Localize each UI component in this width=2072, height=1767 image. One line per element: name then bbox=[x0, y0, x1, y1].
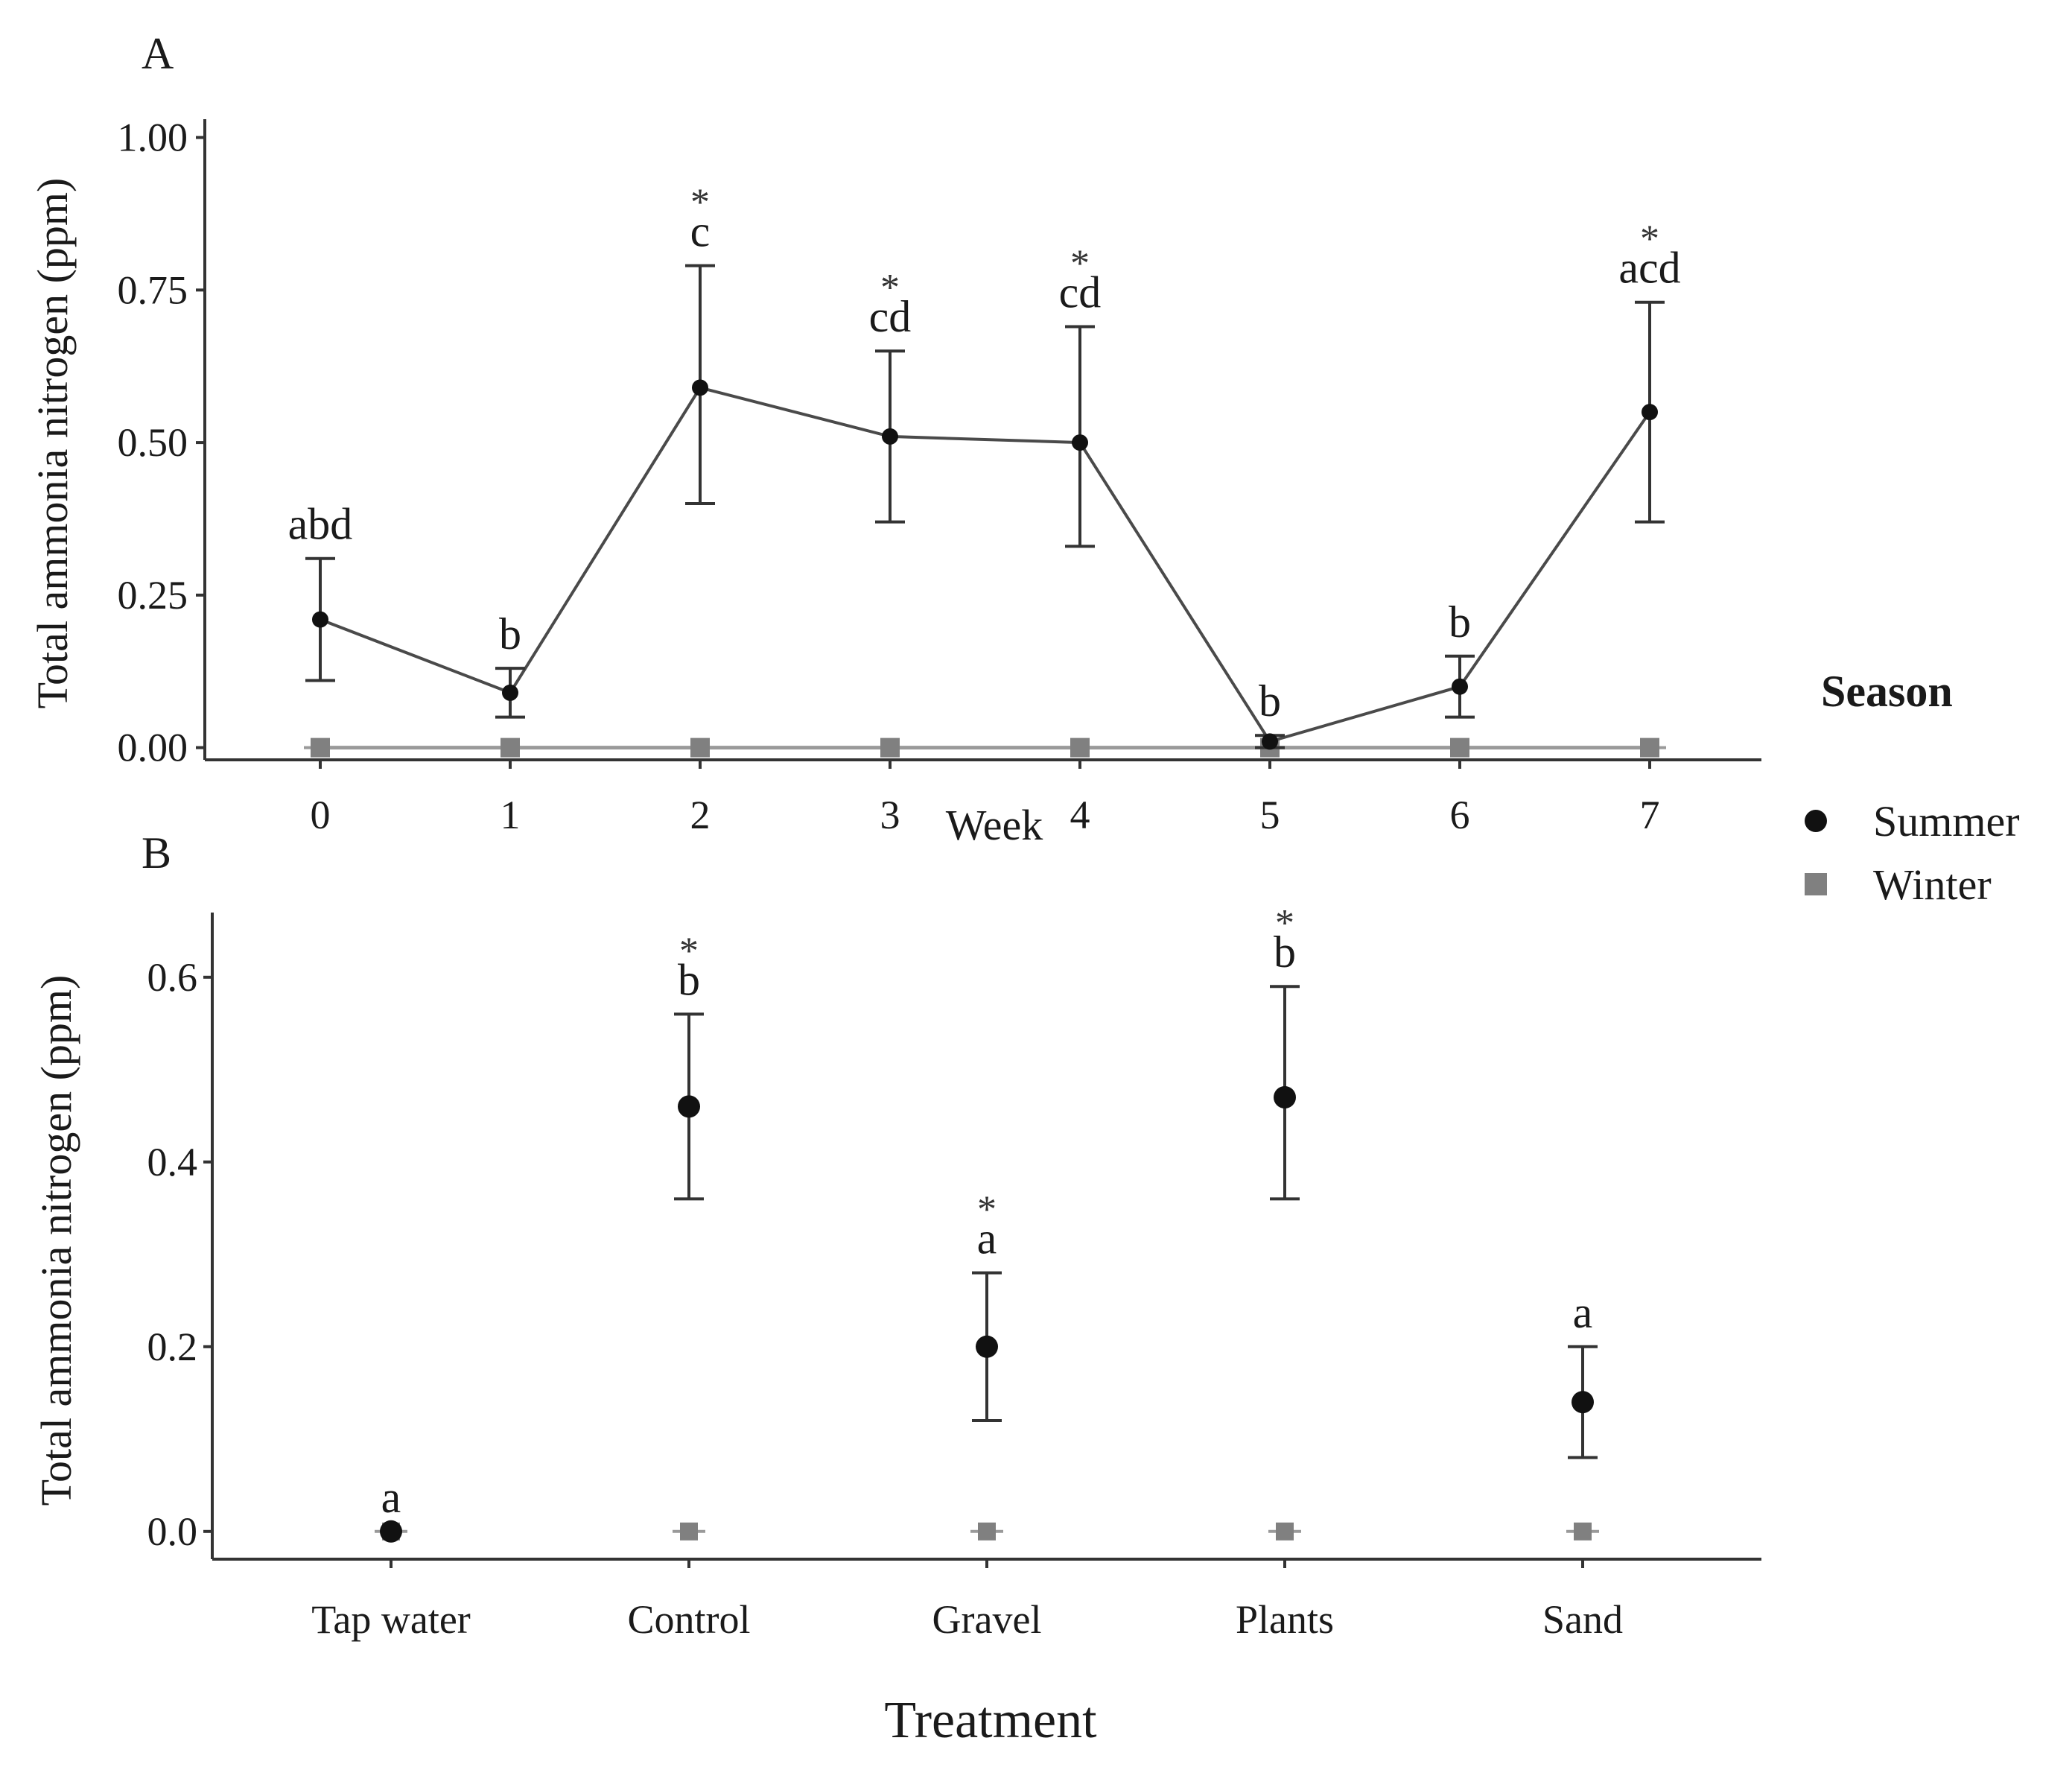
summer-point bbox=[1642, 404, 1658, 421]
significance-letter: acd bbox=[1618, 244, 1680, 293]
significance-letter: b bbox=[678, 955, 700, 1004]
winter-point bbox=[1574, 1522, 1592, 1541]
summer-point bbox=[678, 1095, 700, 1118]
winter-point bbox=[1070, 737, 1090, 758]
summer-point bbox=[380, 1520, 402, 1543]
significance-letter: b bbox=[499, 609, 521, 659]
panel-b-y-title: Total ammonia nitrogen (ppm) bbox=[32, 975, 80, 1506]
significance-star: * bbox=[1070, 242, 1090, 285]
y-tick-label: 0.6 bbox=[147, 955, 198, 1000]
winter-point bbox=[1450, 737, 1469, 758]
y-tick-label: 0.4 bbox=[147, 1140, 198, 1184]
panel-a-x-ticks: 0 1 2 3 4 5 6 7 bbox=[311, 760, 1660, 837]
x-tick-label: 5 bbox=[1260, 793, 1280, 837]
summer-series-line bbox=[320, 386, 1651, 743]
x-tick-label: Plants bbox=[1236, 1597, 1334, 1642]
panel-a-y-title: Total ammonia nitrogen (ppm) bbox=[28, 178, 77, 709]
y-tick-label: 0.25 bbox=[118, 573, 188, 618]
significance-star: * bbox=[1640, 218, 1659, 261]
winter-point bbox=[500, 737, 520, 758]
significance-letter: a bbox=[977, 1214, 997, 1263]
y-tick-label: 1.00 bbox=[118, 115, 188, 160]
y-tick-label: 0.50 bbox=[118, 420, 188, 465]
x-tick-label: Tap water bbox=[311, 1597, 471, 1642]
x-tick-label: 3 bbox=[880, 793, 900, 837]
y-tick-label: 0.2 bbox=[147, 1325, 198, 1369]
panel-b-x-ticks: Tap water Control Gravel Plants Sand bbox=[311, 1559, 1623, 1642]
significance-letter: b bbox=[1274, 927, 1296, 977]
legend-winter-label: Winter bbox=[1873, 860, 1992, 909]
summer-point bbox=[882, 428, 898, 445]
panel-a-x-title: Week bbox=[946, 801, 1043, 849]
winter-point bbox=[680, 1522, 698, 1541]
significance-letter: cd bbox=[869, 292, 912, 341]
summer-point bbox=[976, 1335, 998, 1358]
summer-point bbox=[1572, 1391, 1594, 1414]
legend-title: Season bbox=[1821, 667, 1953, 716]
x-tick-label: 4 bbox=[1070, 793, 1090, 837]
significance-letter: b bbox=[1449, 597, 1471, 647]
panel-a-y-ticks: 0.00 0.25 0.50 0.75 1.00 bbox=[118, 115, 205, 770]
x-tick-label: Control bbox=[627, 1597, 750, 1642]
summer-point bbox=[692, 379, 708, 396]
panel-b-y-ticks: 0.0 0.2 0.4 0.6 bbox=[147, 955, 212, 1554]
y-tick-label: 0.75 bbox=[118, 267, 188, 312]
significance-letter: b bbox=[1259, 676, 1281, 726]
significance-star: * bbox=[977, 1189, 997, 1231]
x-tick-label: 7 bbox=[1640, 793, 1660, 837]
panel-b-label: B bbox=[142, 828, 171, 878]
x-tick-label: 6 bbox=[1450, 793, 1470, 837]
winter-point bbox=[311, 737, 330, 758]
winter-point bbox=[880, 737, 900, 758]
panel-b-marks: ab*a*b*a bbox=[375, 902, 1599, 1543]
significance-letter: abd bbox=[288, 500, 353, 549]
winter-point bbox=[690, 737, 710, 758]
x-tick-label: Sand bbox=[1542, 1597, 1623, 1642]
significance-letter: a bbox=[1573, 1288, 1593, 1337]
winter-point bbox=[1640, 737, 1659, 758]
significance-star: * bbox=[679, 930, 699, 972]
y-tick-label: 0.00 bbox=[118, 726, 188, 770]
x-tick-label: Gravel bbox=[932, 1597, 1042, 1642]
significance-letter: a bbox=[381, 1473, 401, 1522]
significance-star: * bbox=[1275, 902, 1294, 945]
significance-letter: cd bbox=[1059, 267, 1102, 317]
summer-point bbox=[1274, 1086, 1296, 1108]
summer-point bbox=[1072, 434, 1088, 451]
winter-point bbox=[1276, 1522, 1294, 1541]
significance-letter: c bbox=[690, 207, 711, 256]
legend-summer-marker bbox=[1805, 810, 1827, 832]
legend: Season Summer Winter bbox=[1805, 667, 2020, 909]
significance-star: * bbox=[880, 267, 900, 309]
x-tick-label: 0 bbox=[311, 793, 331, 837]
x-tick-label: 1 bbox=[500, 793, 521, 837]
legend-summer-label: Summer bbox=[1873, 797, 2020, 846]
summer-point bbox=[1262, 733, 1278, 750]
summer-point bbox=[1452, 678, 1468, 695]
panel-a-label: A bbox=[142, 29, 174, 78]
x-tick-label: 2 bbox=[690, 793, 711, 837]
significance-star: * bbox=[690, 182, 710, 224]
legend-winter-marker bbox=[1805, 873, 1827, 895]
panel-b-x-title: Treatment bbox=[884, 1692, 1097, 1749]
summer-point bbox=[502, 684, 518, 701]
summer-point bbox=[312, 611, 328, 628]
y-tick-label: 0.0 bbox=[147, 1509, 198, 1554]
winter-point bbox=[978, 1522, 996, 1541]
